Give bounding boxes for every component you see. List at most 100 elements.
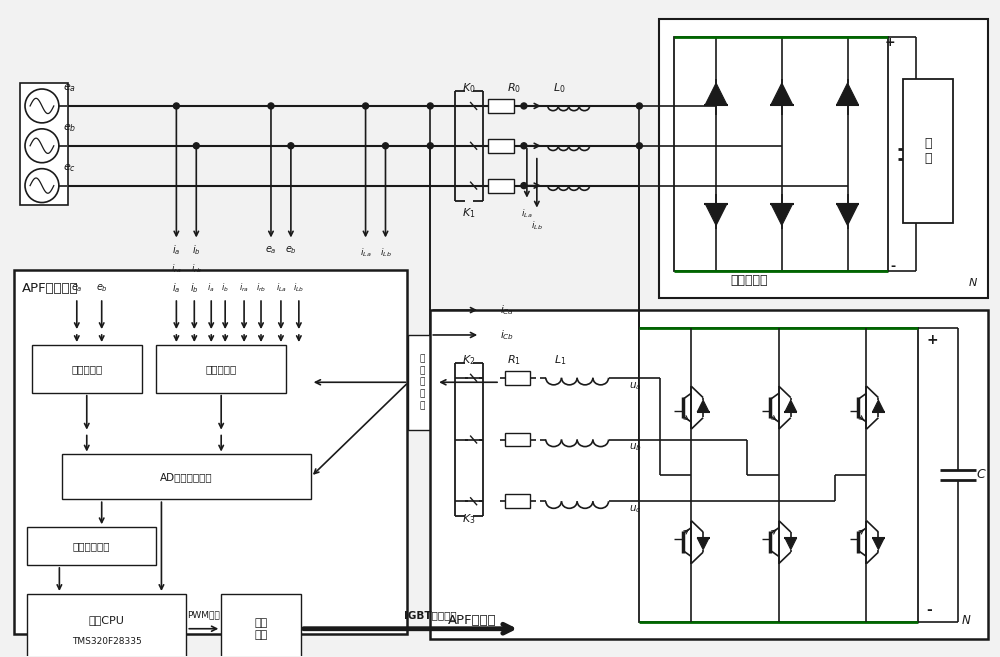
Bar [430, 310, 988, 639]
Text: $i_{rb}$: $i_{rb}$ [191, 262, 202, 275]
Text: $R_1$: $R_1$ [507, 353, 521, 367]
Text: $i_{Lb}$: $i_{Lb}$ [531, 219, 543, 232]
Bar [505, 432, 530, 447]
Polygon shape [771, 204, 793, 225]
Text: C: C [976, 468, 985, 482]
Bar [62, 455, 311, 499]
Bar [659, 19, 988, 298]
Circle shape [427, 103, 433, 109]
Polygon shape [697, 538, 709, 550]
Text: +: + [926, 333, 938, 347]
Text: -: - [890, 260, 895, 273]
Text: $i_{Cb}$: $i_{Cb}$ [500, 328, 514, 342]
Polygon shape [705, 83, 727, 105]
Circle shape [521, 143, 527, 148]
Bar [27, 594, 186, 657]
Text: $e_b$: $e_b$ [96, 283, 108, 294]
Circle shape [521, 183, 527, 189]
Text: $i_a$: $i_a$ [172, 281, 181, 295]
Text: $i_a$: $i_a$ [172, 244, 181, 258]
Polygon shape [785, 538, 797, 550]
Circle shape [382, 143, 388, 148]
Text: $K_1$: $K_1$ [462, 206, 476, 220]
Polygon shape [837, 83, 858, 105]
Text: $i_b$: $i_b$ [192, 244, 201, 258]
Text: $K_3$: $K_3$ [462, 512, 476, 526]
Text: N: N [969, 278, 977, 288]
Circle shape [521, 103, 527, 109]
Text: -: - [926, 603, 932, 617]
Bar [27, 527, 156, 565]
Text: $i_{rb}$: $i_{rb}$ [256, 282, 266, 294]
Polygon shape [872, 400, 884, 412]
Bar [408, 335, 436, 430]
Polygon shape [771, 83, 793, 105]
Polygon shape [697, 400, 709, 412]
Text: 驱动
电路: 驱动 电路 [254, 618, 268, 639]
Bar [505, 494, 530, 509]
Text: 负
载: 负 载 [924, 137, 932, 165]
Text: $i_{Lb}$: $i_{Lb}$ [293, 282, 304, 294]
Bar [488, 139, 514, 152]
Text: 电流互感器: 电流互感器 [206, 364, 237, 374]
Text: $i_b$: $i_b$ [190, 281, 199, 295]
Text: $L_1$: $L_1$ [554, 353, 566, 367]
Text: 霍
尔
传
感
器: 霍 尔 传 感 器 [420, 354, 425, 411]
Bar [156, 345, 286, 393]
Text: $e_a$: $e_a$ [265, 244, 277, 256]
Bar [221, 594, 301, 657]
Text: AD采样调理电路: AD采样调理电路 [160, 472, 213, 482]
Circle shape [173, 103, 179, 109]
Circle shape [636, 103, 642, 109]
Bar [488, 99, 514, 113]
Bar [674, 37, 888, 271]
Text: APF控制电路: APF控制电路 [22, 282, 79, 295]
Text: TMS320F28335: TMS320F28335 [72, 637, 142, 646]
Text: $e_a$: $e_a$ [63, 82, 76, 94]
Text: +: + [885, 35, 895, 49]
Text: APF主电路: APF主电路 [448, 614, 497, 627]
Text: 过零检测电路: 过零检测电路 [73, 541, 110, 551]
Circle shape [427, 143, 433, 148]
Text: 非线性负载: 非线性负载 [730, 274, 768, 286]
Bar [488, 179, 514, 193]
Text: 主控CPU: 主控CPU [89, 616, 125, 625]
Circle shape [268, 103, 274, 109]
Text: 电压互感器: 电压互感器 [71, 364, 102, 374]
Polygon shape [785, 400, 797, 412]
Circle shape [288, 143, 294, 148]
Text: $i_{La}$: $i_{La}$ [276, 282, 286, 294]
Text: $u_c$: $u_c$ [629, 503, 642, 515]
Text: N: N [961, 614, 970, 627]
Text: $i_a$: $i_a$ [207, 282, 215, 294]
Text: $u_a$: $u_a$ [629, 380, 642, 392]
Text: $R_0$: $R_0$ [507, 81, 521, 95]
Circle shape [636, 143, 642, 148]
Text: $u_b$: $u_b$ [629, 442, 642, 453]
Text: $i_{La}$: $i_{La}$ [360, 246, 371, 259]
Circle shape [363, 103, 369, 109]
Polygon shape [837, 204, 858, 225]
Text: $e_c$: $e_c$ [63, 162, 76, 173]
Bar [903, 79, 953, 223]
Text: $K_0$: $K_0$ [462, 81, 476, 95]
Text: $K_2$: $K_2$ [462, 353, 476, 367]
Text: $e_b$: $e_b$ [63, 122, 77, 134]
Text: $i_{Lb}$: $i_{Lb}$ [380, 246, 391, 259]
Text: $i_{ra}$: $i_{ra}$ [171, 262, 182, 275]
Bar [14, 270, 407, 634]
Text: $i_b$: $i_b$ [221, 282, 229, 294]
Bar [32, 345, 142, 393]
Text: IGBT驱动信号: IGBT驱动信号 [404, 610, 457, 620]
Circle shape [193, 143, 199, 148]
Text: PWM信号: PWM信号 [187, 610, 220, 620]
Text: $L_0$: $L_0$ [553, 81, 566, 95]
Polygon shape [705, 204, 727, 225]
Text: $i_{Ca}$: $i_{Ca}$ [500, 303, 514, 317]
Bar [20, 83, 68, 204]
Text: $i_{ra}$: $i_{ra}$ [239, 282, 249, 294]
Text: $i_{La}$: $i_{La}$ [521, 207, 533, 219]
Polygon shape [872, 538, 884, 550]
Text: $e_a$: $e_a$ [71, 283, 83, 294]
Bar [639, 328, 918, 622]
